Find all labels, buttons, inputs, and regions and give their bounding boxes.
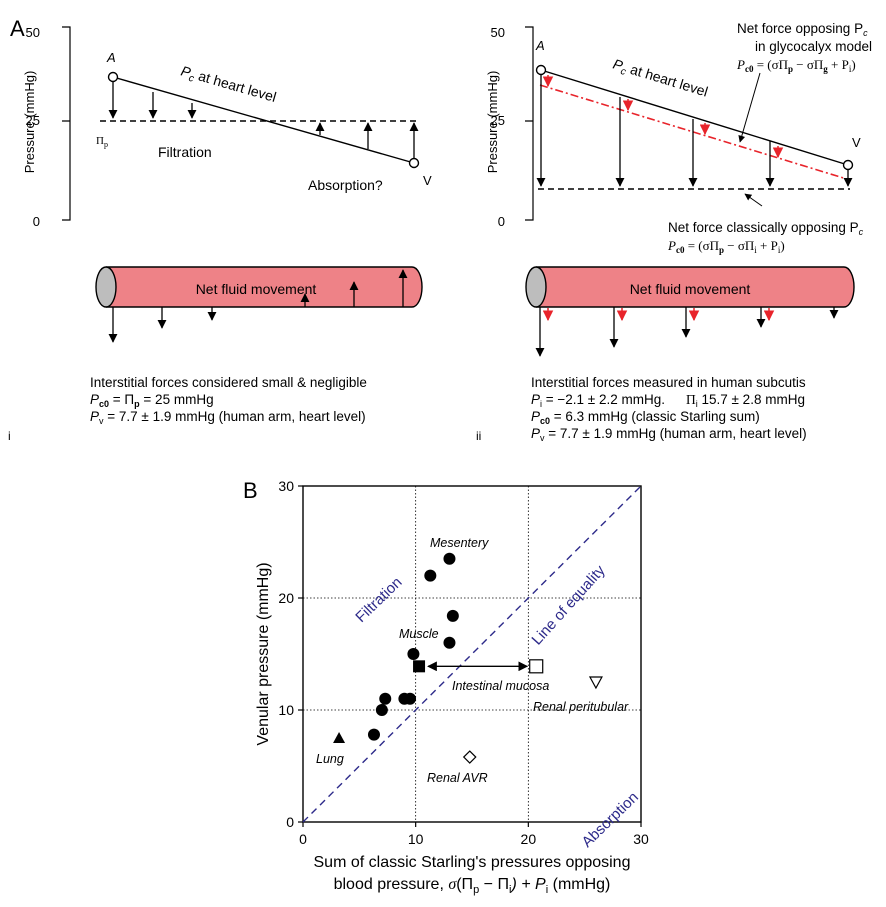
ytick-50: 50 bbox=[491, 25, 505, 40]
x-axis-label-line1: Sum of classic Starling's pressures oppo… bbox=[314, 854, 631, 871]
venous-end-marker bbox=[842, 159, 854, 171]
y-axis-label: Pressure (mmHg) bbox=[22, 71, 37, 174]
glyco-label-line1: Net force opposing Pc bbox=[737, 21, 868, 38]
roman-ii: ii bbox=[476, 429, 481, 443]
x-axis-label-line2: blood pressure, σ(Πp − Πi) + Pi (mmHg) bbox=[334, 876, 611, 896]
absorption-label: Absorption? bbox=[308, 177, 383, 193]
venous-end-marker bbox=[408, 157, 420, 169]
axis-ticks: 0 10 20 30 0 10 20 30 bbox=[278, 478, 649, 847]
classic-pointer bbox=[744, 193, 763, 207]
ytick-25: 25 bbox=[491, 113, 505, 128]
classic-equation: Pc0 = (σΠp − σΠi + Pi) bbox=[667, 238, 785, 255]
vessel-end-cap bbox=[525, 266, 547, 308]
y-tick-label: 30 bbox=[278, 478, 294, 494]
glyco-label-line2: in glycocalyx model bbox=[755, 39, 872, 54]
region-filtration-label: Filtration bbox=[352, 574, 405, 626]
desc-i-line1: Interstitial forces considered small & n… bbox=[90, 375, 367, 390]
ytick-50: 50 bbox=[26, 25, 40, 40]
y-axis bbox=[62, 26, 71, 221]
point-mesentery bbox=[424, 569, 437, 582]
vessel-i: Net fluid movement bbox=[95, 266, 423, 308]
desc-ii-line1: Interstitial forces measured in human su… bbox=[531, 375, 806, 390]
ytick-25: 25 bbox=[26, 113, 40, 128]
vessel-label: Net fluid movement bbox=[630, 281, 751, 297]
label-renal-peritubular: Renal peritubular bbox=[533, 700, 629, 714]
label-mesentery: Mesentery bbox=[430, 536, 489, 550]
plot-frame bbox=[302, 485, 642, 823]
point-muscle bbox=[443, 636, 456, 649]
y-tick-label: 10 bbox=[278, 702, 294, 718]
point-muscle bbox=[404, 692, 417, 705]
point-muscle bbox=[407, 648, 420, 660]
desc-ii-line2a: Pi = −2.1 ± 2.2 mmHg. bbox=[531, 392, 665, 409]
point-renal-avr bbox=[462, 750, 477, 764]
y-axis-label: Venular pressure (mmHg) bbox=[255, 562, 272, 745]
glycocalyx-opposing-line bbox=[539, 84, 851, 181]
pi-p-label: Πp bbox=[96, 135, 108, 149]
data-points bbox=[333, 552, 603, 764]
x-tick-label: 10 bbox=[408, 831, 424, 847]
roman-i: i bbox=[8, 429, 11, 443]
grid bbox=[303, 486, 641, 822]
venous-label: V bbox=[423, 173, 432, 188]
capillary-pressure-line bbox=[112, 76, 415, 164]
label-renal-avr: Renal AVR bbox=[427, 771, 488, 785]
vessel-ii: Net fluid movement bbox=[525, 266, 855, 308]
panel-a-i: A 50 25 0 Pressure (mmHg) A V Pc at hear… bbox=[8, 16, 432, 443]
x-tick-label: 0 bbox=[299, 831, 307, 847]
panel-b-label: B bbox=[243, 478, 258, 503]
ytick-0: 0 bbox=[33, 214, 40, 229]
desc-ii-line2b: Πi 15.7 ± 2.8 mmHg bbox=[686, 392, 805, 409]
vessel-label: Net fluid movement bbox=[196, 281, 317, 297]
venous-label: V bbox=[852, 135, 861, 150]
point-mesentery bbox=[443, 552, 456, 565]
arterial-label: A bbox=[535, 38, 545, 53]
arterial-end-marker bbox=[107, 71, 119, 83]
label-muscle: Muscle bbox=[399, 627, 439, 641]
classic-label-line1: Net force classically opposing Pc bbox=[668, 220, 864, 237]
desc-ii-line4: Pv = 7.7 ± 1.9 mmHg (human arm, heart le… bbox=[531, 426, 807, 443]
point-muscle bbox=[375, 704, 388, 716]
y-tick-label: 20 bbox=[278, 590, 294, 606]
y-axis-label: Pressure (mmHg) bbox=[485, 71, 500, 174]
desc-ii-line3: Pc0 = 6.3 mmHg (classic Starling sum) bbox=[531, 409, 760, 426]
x-tick-label: 30 bbox=[633, 831, 649, 847]
y-axis bbox=[525, 26, 534, 221]
panel-a-label: A bbox=[10, 16, 25, 41]
ytick-0: 0 bbox=[498, 214, 505, 229]
point-renal-peritubular bbox=[588, 676, 603, 690]
label-intestinal-mucosa: Intestinal mucosa bbox=[452, 679, 549, 693]
capillary-pressure-line bbox=[540, 69, 849, 166]
point-muscle bbox=[367, 728, 380, 741]
point-intestinal-mucosa bbox=[529, 659, 544, 674]
vessel-end-cap bbox=[95, 266, 117, 308]
desc-i-line3: Pv = 7.7 ± 1.9 mmHg (human arm, heart le… bbox=[90, 409, 366, 426]
point-muscle bbox=[446, 609, 459, 622]
point-muscle bbox=[379, 692, 392, 705]
point-intestinal-mucosa bbox=[413, 660, 426, 673]
panel-a-ii: 50 25 0 Pressure (mmHg) A V Pc at heart … bbox=[476, 21, 872, 443]
label-lung: Lung bbox=[316, 752, 344, 766]
glyco-pointer bbox=[738, 72, 761, 143]
arterial-end-marker bbox=[535, 64, 547, 76]
line-of-equality bbox=[302, 485, 642, 823]
glyco-equation: Pc0 = (σΠp − σΠg + Pi) bbox=[736, 57, 856, 74]
point-lung bbox=[333, 732, 346, 743]
y-tick-label: 0 bbox=[286, 814, 294, 830]
equality-label: Line of equality bbox=[529, 562, 609, 649]
x-tick-label: 20 bbox=[521, 831, 537, 847]
pc-heart-level-label: Pc at heart level bbox=[178, 63, 278, 108]
arterial-label: A bbox=[106, 50, 116, 65]
filtration-label: Filtration bbox=[158, 144, 212, 160]
desc-i-line2: Pc0 = Πp = 25 mmHg bbox=[90, 392, 214, 409]
